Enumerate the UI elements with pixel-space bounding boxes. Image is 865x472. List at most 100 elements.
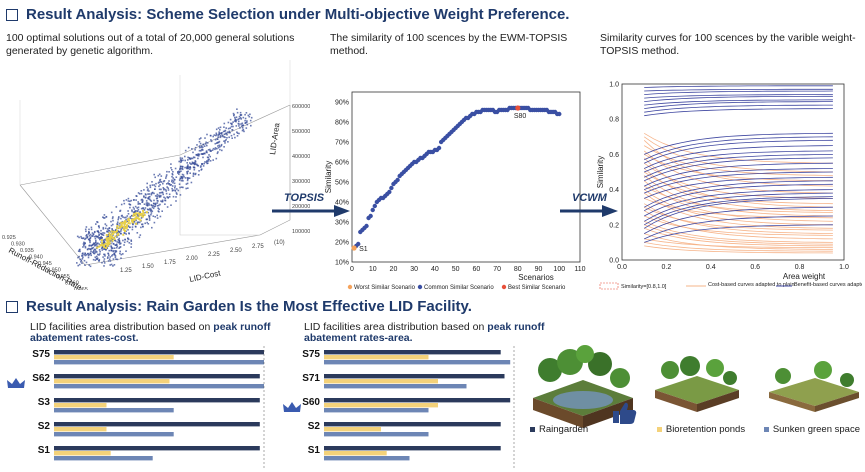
optimal-point [109, 237, 112, 240]
scatter-point [156, 195, 158, 198]
cost-curve [643, 157, 833, 208]
scatter-point [100, 237, 103, 240]
scatter-point [134, 205, 137, 208]
scatter-point [176, 193, 178, 195]
scatter-point [84, 254, 87, 257]
scatter-point [213, 134, 216, 136]
scatter-point [88, 244, 91, 247]
scatter-point [93, 250, 95, 253]
benefit-curve [644, 94, 833, 99]
scatter-point [100, 232, 102, 235]
scatter-point [228, 136, 230, 139]
scatter-point [146, 186, 148, 189]
scatter-point [101, 237, 103, 239]
scatter-point [113, 247, 116, 249]
scatter-point [173, 178, 175, 181]
plot-frame [351, 91, 581, 263]
scatter-point [131, 228, 134, 231]
scatter-point [149, 184, 151, 187]
scatter-point [87, 238, 90, 241]
scatter-point [153, 205, 156, 208]
scatter-point [104, 245, 107, 248]
scatter-point [85, 235, 87, 237]
scatter-point [156, 217, 159, 219]
scatter-point [180, 170, 182, 172]
scatter-point [115, 258, 117, 260]
scatter-point [250, 124, 252, 127]
best-point [515, 105, 521, 111]
scatter-point [132, 211, 135, 214]
scatter-point [185, 187, 187, 190]
scatter-point [189, 172, 191, 174]
section-title-text: Result Analysis: Rain Garden Is the Most… [26, 298, 472, 315]
scatter-point [181, 167, 184, 170]
plot-frame [621, 83, 845, 261]
scatter-point [93, 249, 95, 252]
optimal-point [106, 243, 109, 245]
scatter-point [147, 223, 150, 225]
scatter-point [196, 163, 198, 166]
scatter-point [144, 207, 147, 209]
optimal-point [124, 230, 126, 232]
scatter-point [157, 174, 160, 177]
scatter-point [78, 263, 81, 266]
scatter-point [150, 213, 152, 216]
scatter-point [206, 144, 208, 147]
scatter-point [238, 125, 240, 127]
x-tick-label: 0.8 [795, 264, 805, 271]
scatter-point [181, 178, 184, 180]
scatter-point [109, 260, 112, 262]
cost-curve [643, 136, 833, 173]
scatter-point [144, 197, 147, 199]
scatter-point [240, 118, 242, 120]
scatter-point [133, 220, 136, 223]
y-tick-label: 60% [335, 160, 349, 167]
scatter-point [193, 168, 196, 171]
scatter-point [170, 167, 172, 169]
scatter-point [91, 247, 93, 249]
scatter-point [194, 173, 197, 176]
scatter-point [159, 179, 161, 181]
scatter-point [219, 129, 221, 131]
scatter-point [202, 165, 205, 167]
scatter-point [238, 120, 240, 123]
scatter-point [110, 242, 112, 245]
scatter-point [120, 228, 122, 231]
scatter-point [136, 232, 139, 234]
scatter-point [123, 241, 126, 244]
scatter-point [95, 243, 97, 246]
scatter-point [184, 149, 187, 152]
scatter-point [112, 247, 114, 250]
scatter-point [116, 246, 118, 249]
legend-label: Worst Similar Scenario [354, 285, 416, 291]
optimal-point [113, 238, 116, 241]
scatter-point [105, 224, 108, 227]
scatter-point [95, 235, 97, 237]
scatter-point [199, 166, 202, 168]
bar-sunken-green-space [54, 456, 153, 461]
benefit-curve [644, 108, 833, 117]
scatter-point [172, 189, 174, 191]
scatter-point [90, 228, 93, 231]
scatter-point [223, 136, 225, 138]
benefit-curve [644, 224, 833, 243]
scatter-point [82, 237, 85, 239]
benefit-curve [644, 136, 833, 161]
scatter-point [157, 204, 160, 207]
scatter-point [156, 193, 159, 196]
scatter-point [206, 133, 208, 136]
scatter-point [104, 248, 107, 250]
bar-raingarden [54, 374, 260, 379]
cost-curve [643, 145, 833, 176]
scatter-point [244, 117, 247, 120]
legend-label: Common Similar Scenario [424, 285, 494, 291]
scatter-point [101, 242, 103, 245]
optimal-point [112, 232, 115, 235]
scatter-point [218, 132, 221, 134]
scatter-point [136, 207, 138, 209]
scatter-point [153, 199, 155, 202]
scatter-point [122, 216, 124, 218]
optimal-point [106, 244, 109, 247]
3d-axes [19, 60, 291, 266]
y-tick-label: 40% [335, 200, 349, 207]
